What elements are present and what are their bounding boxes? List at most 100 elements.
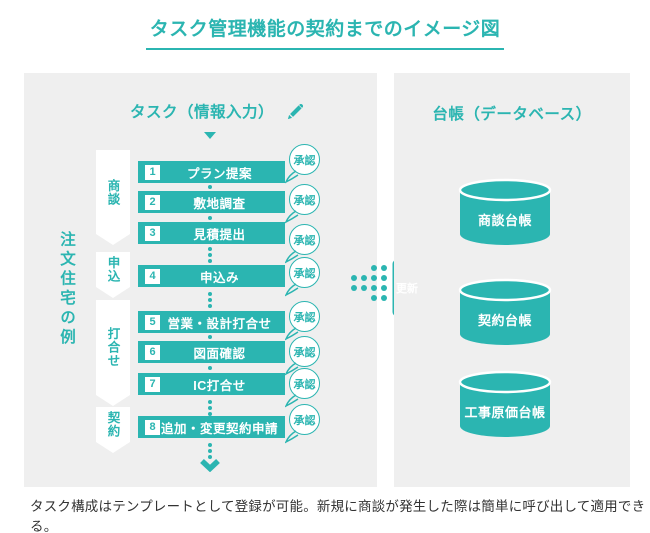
group-ribbon-keiyaku: 契約 (96, 407, 130, 453)
caption: タスク構成はテンプレートとして登録が可能。新規に商談が発生した際は簡単に呼び出し… (30, 499, 646, 533)
dot (381, 295, 387, 301)
dot (381, 275, 387, 281)
dot (351, 285, 357, 291)
connector-dot (208, 412, 212, 416)
pencil-icon (287, 103, 304, 119)
connector-dot (208, 406, 212, 410)
connector-dot (208, 247, 212, 251)
approval-badge-label: 承認 (289, 301, 320, 332)
step-label: 見積提出 (193, 227, 246, 242)
badge-tail (285, 430, 299, 444)
database-cylinder-shoudan: 商談台帳 (458, 178, 552, 248)
step-number: 7 (145, 376, 160, 392)
badge-tail (285, 283, 299, 297)
step-bar-5: 5 営業・設計打合せ (138, 311, 285, 333)
step-label: 営業・設計打合せ (167, 316, 272, 331)
database-cylinder-keiyaku: 契約台帳 (458, 278, 552, 348)
step-number: 8 (145, 419, 160, 435)
group-ribbon-uchiawase: 打合せ (96, 300, 130, 406)
connector-dot (208, 449, 212, 453)
dot (381, 285, 387, 291)
connector-dot (208, 298, 212, 302)
step-label: 追加・変更契約申請 (160, 421, 278, 436)
database-cylinder-icon (458, 278, 552, 345)
database-label: 契約台帳 (477, 313, 532, 328)
database-cylinder-icon (458, 178, 552, 245)
connector-dot (208, 304, 212, 308)
database-cylinder-icon (458, 370, 552, 437)
task-panel: タスク（情報入力） 注文住宅の例 商談 申込 打合せ 契約 1 プラン提案 (24, 73, 377, 487)
group-label: 申込 (105, 256, 120, 283)
step-number: 1 (145, 164, 160, 180)
badge-tail (285, 394, 299, 408)
connector-dot (208, 366, 212, 370)
group-ribbon-moushikomi: 申込 (96, 252, 130, 298)
step-bar-8: 8 追加・変更契約申請 (138, 416, 285, 438)
step-label: 図面確認 (193, 346, 246, 361)
badge-tail (285, 362, 299, 376)
caret-down-icon (204, 132, 216, 139)
approval-badge: 承認 (285, 368, 323, 408)
step-number: 5 (145, 314, 160, 330)
connector-dot (208, 216, 212, 220)
group-ribbon-shoudan: 商談 (96, 150, 130, 245)
approval-badge: 承認 (285, 144, 323, 184)
connector-dot (208, 443, 212, 447)
approval-badge: 承認 (285, 404, 323, 444)
ledger-panel-title: 台帳（データベース） (432, 106, 592, 123)
dot (371, 295, 377, 301)
dot (351, 275, 357, 281)
step-label: 敷地調査 (193, 196, 246, 211)
step-bar-6: 6 図面確認 (138, 341, 285, 363)
step-number: 3 (145, 225, 160, 241)
badge-tail (285, 210, 299, 224)
group-label: 商談 (105, 178, 120, 206)
group-label: 打合せ (105, 327, 120, 368)
connector-dot (208, 185, 212, 189)
connector-dot (208, 335, 212, 339)
step-number: 6 (145, 344, 160, 360)
connector-dot (208, 292, 212, 296)
chevron-down-icon (200, 459, 220, 472)
approval-badge: 承認 (285, 224, 323, 264)
approval-badge-label: 承認 (289, 184, 320, 215)
badge-tail (285, 250, 299, 264)
approval-badge-label: 承認 (289, 257, 320, 288)
step-label: 申込み (199, 270, 239, 285)
dot (381, 265, 387, 271)
connector-dot (208, 253, 212, 257)
approval-badge-label: 承認 (289, 144, 320, 175)
update-arrow-label: 更新 (396, 283, 418, 295)
step-bar-2: 2 敷地調査 (138, 191, 285, 213)
step-number: 2 (145, 194, 160, 210)
database-label: 商談台帳 (477, 213, 532, 228)
step-label: プラン提案 (186, 166, 252, 181)
page-title: タスク管理機能の契約までのイメージ図 (145, 14, 505, 50)
database-label: 工事原価台帳 (464, 405, 546, 420)
approval-badge-label: 承認 (289, 404, 320, 435)
dot (361, 285, 367, 291)
approval-badge: 承認 (285, 301, 323, 341)
approval-badge: 承認 (285, 257, 323, 297)
approval-badge-label: 承認 (289, 336, 320, 367)
step-bar-1: 1 プラン提案 (138, 161, 285, 183)
update-dots-grid (351, 265, 387, 301)
connector-dot (208, 259, 212, 263)
step-bar-3: 3 見積提出 (138, 222, 285, 244)
approval-badge: 承認 (285, 184, 323, 224)
approval-badge-label: 承認 (289, 368, 320, 399)
step-label: IC打合せ (193, 378, 246, 393)
dot (361, 275, 367, 281)
dot (371, 275, 377, 281)
connector-dot (208, 455, 212, 459)
database-cylinder-genka: 工事原価台帳 (458, 370, 552, 440)
dot (371, 285, 377, 291)
step-number: 4 (145, 268, 160, 284)
example-label: 注文住宅の例 (58, 231, 75, 348)
ledger-panel: 台帳（データベース） 商談台帳 契約台帳 工事原価台帳 (394, 73, 630, 487)
badge-tail (285, 170, 299, 184)
task-panel-title: タスク（情報入力） (129, 104, 274, 121)
task-panel-header: タスク（情報入力） (58, 100, 377, 122)
approval-badge-label: 承認 (289, 224, 320, 255)
